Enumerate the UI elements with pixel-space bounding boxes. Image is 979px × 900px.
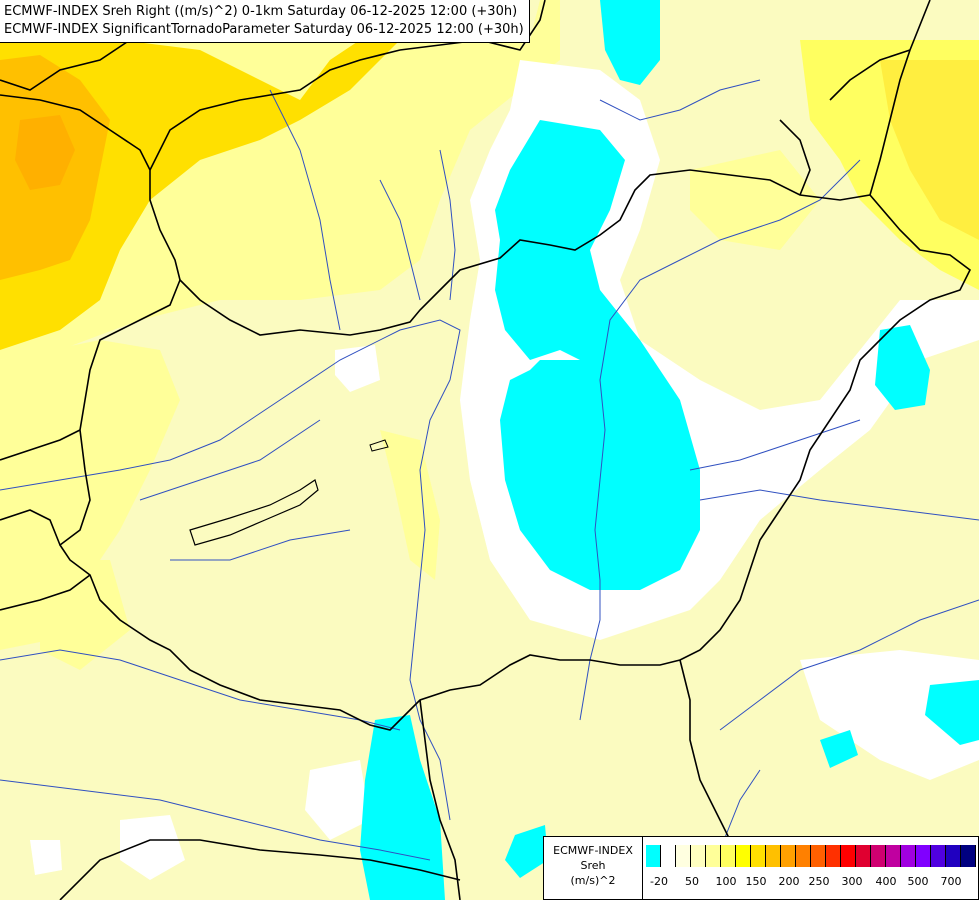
sreh-negative-north: [600, 0, 660, 85]
sreh-50-patch-ne: [690, 150, 820, 250]
river-sava: [0, 779, 431, 861]
border-slovakia-north: [149, 39, 481, 171]
legend-tick-label: 500: [907, 875, 929, 888]
legend-swatch: [946, 845, 961, 867]
border-slovakia-poland: [479, 0, 546, 51]
color-legend: ECMWF-INDEX Sreh (m/s)^2 -20 50 100 150 200 2…: [543, 836, 979, 900]
legend-swatch: [961, 845, 976, 867]
legend-tick-label: 250: [808, 875, 830, 888]
legend-unit: (m/s)^2: [570, 874, 616, 887]
river-tisza: [579, 159, 861, 721]
legend-tick-label: 300: [841, 875, 863, 888]
sreh-negative-se-small: [820, 730, 858, 768]
border-hungary: [58, 169, 972, 731]
legend-label: ECMWF-INDEX Sreh (m/s)^2: [544, 843, 642, 888]
legend-swatch: [661, 845, 676, 867]
river-east: [719, 599, 979, 731]
border-croatia-west: [0, 574, 91, 611]
river-hron: [439, 149, 456, 301]
legend-swatch: [706, 845, 721, 867]
river-raba: [139, 419, 321, 501]
sreh-low-band-south: [305, 760, 370, 840]
sreh-negative-se: [925, 680, 979, 745]
legend-swatch: [796, 845, 811, 867]
legend-swatch: [886, 845, 901, 867]
legend-tick-label: 100: [715, 875, 737, 888]
sreh-low-band-sw: [120, 815, 185, 880]
legend-swatch: [721, 845, 736, 867]
sreh-150-region-ne: [880, 60, 979, 240]
legend-swatch: [931, 845, 946, 867]
border-croatia-slovenia: [0, 509, 61, 546]
legend-swatch: [841, 845, 856, 867]
sreh-50-patch-center: [380, 430, 440, 580]
river-maros: [699, 489, 979, 521]
border-poland-ukraine: [829, 49, 911, 101]
sreh-negative-south2: [505, 825, 548, 878]
border-slovakia-ukraine: [779, 119, 811, 196]
legend-swatch: [766, 845, 781, 867]
border-austria-slovenia: [0, 429, 81, 461]
legend-swatch: [916, 845, 931, 867]
legend-swatch: [751, 845, 766, 867]
river-morava: [269, 89, 341, 331]
sreh-low-band-sw2: [30, 840, 62, 875]
sreh-negative-south: [360, 715, 445, 900]
sreh-200-spot: [15, 115, 75, 190]
legend-tick-label: 50: [685, 875, 699, 888]
legend-swatch: [826, 845, 841, 867]
legend-swatch: [811, 845, 826, 867]
border-croatia-bosnia: [59, 839, 461, 900]
sreh-low-band-se: [800, 650, 979, 780]
river-vah: [379, 179, 421, 301]
river-koros: [689, 419, 861, 471]
map-title-box: ECMWF-INDEX Sreh Right ((m/s)^2) 0-1km S…: [0, 0, 530, 43]
title-line-stp: ECMWF-INDEX SignificantTornadoParameter …: [4, 22, 524, 37]
legend-tick-label: -20: [650, 875, 668, 888]
legend-swatch: [856, 845, 871, 867]
river-drava: [0, 649, 401, 731]
rivers: [0, 79, 979, 900]
legend-tick-label: 150: [745, 875, 767, 888]
river-zala: [170, 529, 351, 561]
legend-swatch: [901, 845, 916, 867]
legend-tick-label: 400: [875, 875, 897, 888]
legend-model: ECMWF-INDEX: [553, 844, 633, 857]
legend-tick-label: 700: [940, 875, 962, 888]
sreh-negative-east: [875, 325, 930, 410]
legend-swatch: [646, 845, 661, 867]
sreh-50-patch-south: [40, 560, 130, 670]
border-serbia-croatia: [419, 699, 461, 900]
lake-velence: [369, 439, 389, 452]
border-austria: [0, 94, 181, 281]
sreh-negative-main: [495, 120, 700, 590]
river-danube: [0, 319, 461, 821]
legend-variable: Sreh: [580, 859, 606, 872]
legend-swatch: [676, 845, 691, 867]
river-north: [599, 79, 761, 121]
lake-balaton: [189, 479, 319, 546]
legend-divider: [642, 837, 643, 899]
legend-swatch: [781, 845, 796, 867]
legend-tick-label: 200: [778, 875, 800, 888]
border-ukraine: [869, 0, 931, 196]
legend-swatch: [871, 845, 886, 867]
legend-swatch: [691, 845, 706, 867]
legend-swatches: [646, 845, 976, 867]
title-line-sreh: ECMWF-INDEX Sreh Right ((m/s)^2) 0-1km S…: [4, 4, 518, 19]
legend-swatch: [736, 845, 751, 867]
